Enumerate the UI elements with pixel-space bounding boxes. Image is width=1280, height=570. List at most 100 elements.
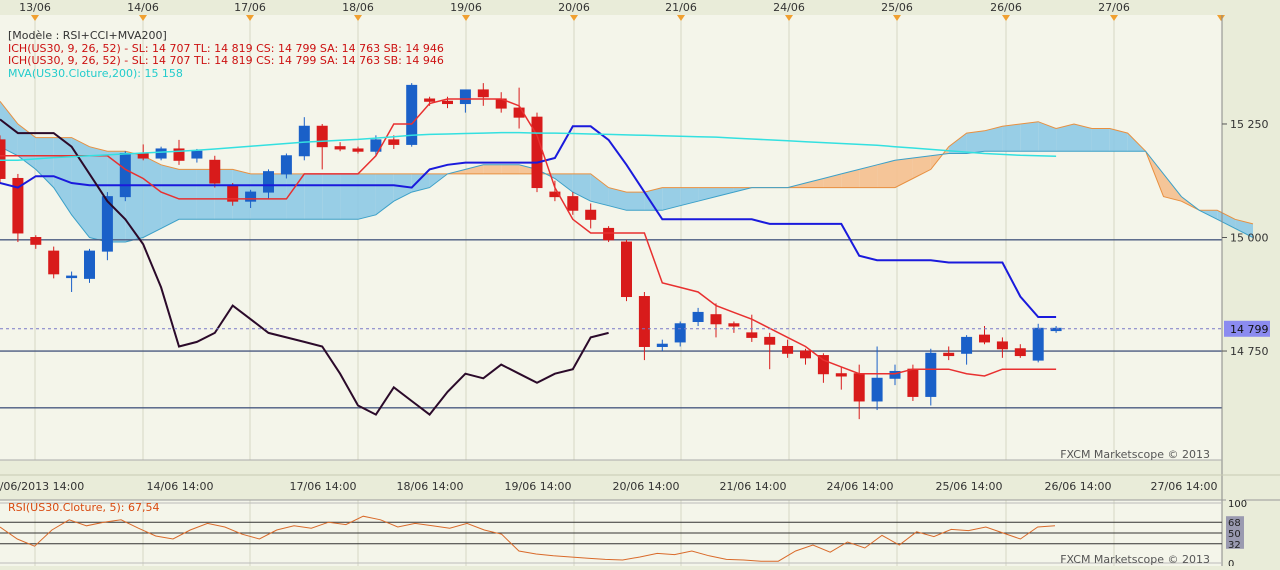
candle-body	[280, 155, 292, 175]
ichimoku-cloud	[0, 100, 1254, 243]
rsi-tick-label: 100	[1228, 499, 1247, 510]
candle-body	[782, 345, 794, 354]
candle-body	[406, 84, 418, 145]
rsi-tick-box	[1226, 557, 1244, 568]
top-date-label: 19/06	[450, 1, 482, 14]
candle-body	[692, 311, 704, 323]
cloud-segment	[1109, 128, 1128, 152]
top-date-label: 18/06	[342, 1, 374, 14]
cloud-segment	[1038, 121, 1057, 152]
rsi-tick-label: 32	[1228, 540, 1241, 551]
candle-body	[119, 152, 131, 198]
bottom-time-label: 14/06 14:00	[147, 480, 214, 493]
candle-body	[638, 296, 650, 347]
rsi-tick-label: 0	[1228, 559, 1234, 566]
cloud-segment	[1163, 173, 1182, 202]
cloud-segment	[340, 173, 358, 220]
cloud-segment	[823, 173, 842, 188]
candle-body	[459, 89, 471, 105]
cloud-segment	[411, 173, 430, 193]
day-marker	[1110, 15, 1118, 21]
candle-body	[137, 152, 149, 159]
day-marker	[139, 15, 147, 21]
top-date-label: 26/06	[990, 1, 1022, 14]
cloud-segment	[966, 130, 985, 154]
bottom-time-label: 27/06 14:00	[1151, 480, 1218, 493]
cloud-segment	[859, 164, 878, 188]
rsi-label: RSI(US30.Cloture, 5): 67,54	[8, 501, 159, 514]
top-date-label: 25/06	[881, 1, 913, 14]
candle-body	[621, 241, 632, 298]
candle-body	[996, 341, 1008, 350]
candle-body	[30, 237, 42, 245]
indicator-line-2	[0, 118, 609, 416]
cloud-segment	[322, 173, 341, 220]
candle-body	[263, 171, 274, 193]
cloud-segment	[1002, 123, 1021, 152]
rsi-tick-box	[1226, 537, 1244, 549]
cloud-segment	[1235, 219, 1253, 238]
bottom-time-label: 19/06 14:00	[505, 480, 572, 493]
legend-mva: MVA(US30.Cloture,200): 15 158	[8, 67, 183, 80]
candle-body	[800, 350, 811, 359]
top-date-label: 13/06	[19, 1, 51, 14]
candle-body	[84, 250, 95, 279]
bottom-time-label: 20/06 14:00	[613, 480, 680, 493]
top-date-label: 21/06	[665, 1, 697, 14]
top-date-label: 17/06	[234, 1, 266, 14]
indicator-line-0	[0, 125, 1057, 318]
candle-body	[889, 370, 901, 379]
indicator-line-3	[0, 131, 1057, 162]
cloud-segment	[304, 173, 323, 220]
watermark: FXCM Marketscope © 2013	[1060, 448, 1210, 461]
cloud-segment	[358, 173, 376, 220]
cloud-segment	[698, 187, 716, 202]
cloud-segment	[35, 137, 54, 188]
day-marker	[570, 15, 578, 21]
candle-body	[0, 139, 6, 179]
indicator-lines	[0, 98, 1057, 416]
candle-body	[567, 196, 579, 211]
bottom-time-label: 18/06 14:00	[397, 480, 464, 493]
candle-body	[245, 191, 257, 202]
rsi-tick-label: 50	[1228, 529, 1241, 540]
candle-body	[961, 336, 973, 354]
rsi-line	[0, 515, 1056, 562]
cloud-segment	[1074, 123, 1092, 152]
candle-body	[1014, 348, 1026, 357]
bottom-time-label: 25/06 14:00	[936, 480, 1003, 493]
bottom-time-label: 21/06 14:00	[720, 480, 787, 493]
cloud-segment	[232, 169, 251, 220]
day-marker	[246, 15, 254, 21]
day-marker	[1002, 15, 1010, 21]
cloud-segment	[71, 137, 90, 238]
cloud-segment	[554, 173, 573, 193]
rsi-tick-box	[1226, 516, 1244, 528]
candle-body	[585, 209, 597, 220]
rsi-tick-label: 68	[1228, 518, 1241, 529]
candle-body	[298, 125, 310, 157]
legend-ich-1: ICH(US30, 9, 26, 52) - SL: 14 707 TL: 14…	[8, 42, 444, 55]
candle-body	[853, 373, 865, 402]
cloud-segment	[286, 173, 305, 220]
legend-model: [Modèle : RSI+CCI+MVA200]	[8, 29, 167, 42]
cloud-segment	[501, 164, 520, 174]
cloud-segment	[483, 164, 502, 174]
candle-body	[603, 227, 615, 241]
bottom-time-label: 17/06 14:00	[290, 480, 357, 493]
cloud-segment	[143, 155, 162, 238]
y-tick-label: 15 250	[1230, 118, 1269, 131]
candle-body	[710, 314, 722, 325]
rsi-tick-box	[1226, 497, 1244, 508]
candle-body	[48, 250, 60, 275]
candle-body	[316, 125, 328, 148]
y-tick-label: 14 750	[1230, 345, 1269, 358]
cloud-segment	[877, 160, 895, 188]
cloud-segment	[465, 164, 484, 174]
cloud-segment	[895, 158, 913, 188]
cloud-segment	[644, 187, 663, 211]
candle-body	[352, 148, 364, 152]
bottom-time-label: 26/06 14:00	[1045, 480, 1112, 493]
candle-body	[746, 332, 758, 338]
